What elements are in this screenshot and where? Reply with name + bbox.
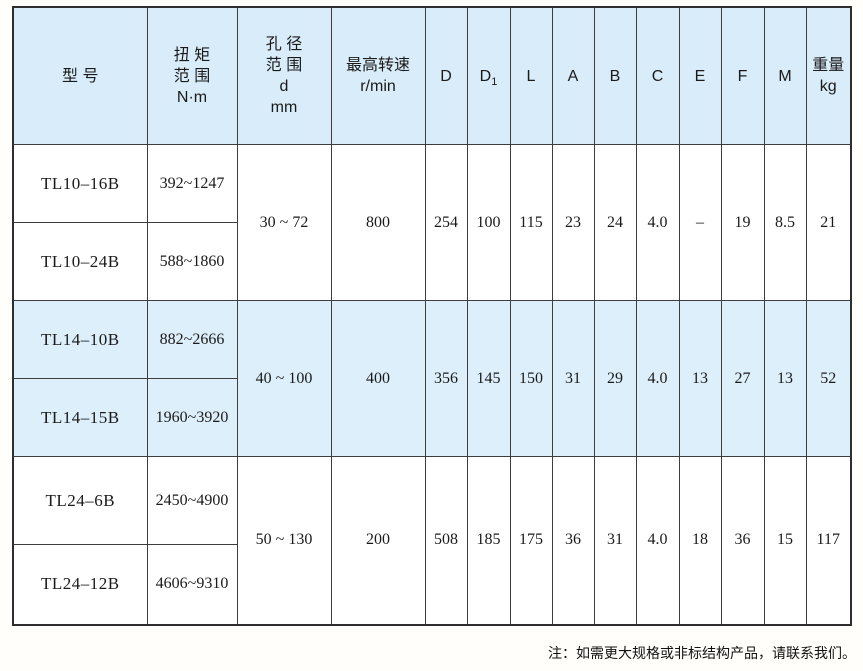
torque-cell: 588~1860: [146, 222, 238, 301]
table-row: TL24–12B 4606~9310: [12, 544, 851, 625]
header-speed: 最高转速 r/min: [330, 6, 426, 145]
dim-e-cell: –: [678, 144, 722, 301]
model-cell: TL14–15B: [12, 378, 148, 457]
dim-a-cell: 23: [551, 144, 595, 301]
dim-l-cell: 175: [509, 456, 553, 625]
model-cell: TL24–12B: [12, 544, 148, 625]
dim-l-cell: 150: [509, 300, 553, 457]
dim-d-cell: 356: [424, 300, 468, 457]
header-dim-c: C: [635, 6, 680, 145]
header-model: 型 号: [12, 6, 148, 145]
header-dim-e: E: [678, 6, 722, 145]
header-weight-line1: 重量: [812, 57, 845, 74]
header-dim-m: M: [763, 6, 807, 145]
header-dim-b: B: [593, 6, 637, 145]
torque-cell: 2450~4900: [146, 456, 238, 545]
dim-f-cell: 36: [720, 456, 765, 625]
header-speed-unit: r/min: [360, 78, 396, 95]
table-row: TL14–10B 882~2666 40 ~ 100 400 356 145 1…: [12, 300, 852, 457]
dim-c-cell: 4.0: [635, 456, 680, 625]
bore-range-cell: 30 ~ 72: [236, 144, 332, 301]
weight-cell: 117: [805, 456, 852, 625]
bore-range-cell: 40 ~ 100: [236, 300, 332, 457]
dim-c-cell: 4.0: [635, 144, 680, 301]
dim-m-cell: 8.5: [763, 144, 807, 301]
header-bore: 孔 径 范 围 d mm: [236, 6, 332, 145]
header-dim-d: D: [424, 6, 468, 145]
torque-cell: 392~1247: [146, 144, 238, 223]
dim-a-cell: 31: [551, 300, 595, 457]
bore-range-cell: 50 ~ 130: [236, 456, 332, 625]
dim-m-cell: 15: [763, 456, 807, 625]
model-cell: TL14–10B: [12, 300, 148, 379]
dim-b-cell: 31: [593, 456, 637, 625]
header-dim-d1-subscript: 1: [491, 75, 498, 88]
dim-b-cell: 24: [593, 144, 637, 301]
dim-b-cell: 29: [593, 300, 637, 457]
dim-d-cell: 508: [424, 456, 468, 625]
max-speed-cell: 400: [330, 300, 426, 457]
dim-c-cell: 4.0: [635, 300, 680, 457]
header-weight-unit: kg: [819, 78, 837, 95]
dim-d1-cell: 100: [466, 144, 511, 301]
table-row: TL10–24B 588~1860: [12, 222, 851, 301]
model-cell: TL10–24B: [12, 222, 148, 301]
table-row: TL14–15B 1960~3920: [12, 378, 851, 457]
footnote: 注：如需更大规格或非标结构产品，请联系我们。: [548, 647, 856, 662]
dim-d1-cell: 185: [466, 456, 511, 625]
header-speed-line1: 最高转速: [345, 57, 410, 74]
header-torque-line2: 范 围: [173, 67, 211, 85]
max-speed-cell: 800: [330, 144, 426, 301]
header-bore-unit: mm: [270, 99, 298, 116]
torque-cell: 4606~9310: [146, 544, 238, 625]
torque-cell: 882~2666: [146, 300, 238, 379]
dim-f-cell: 19: [720, 144, 765, 301]
dim-f-cell: 27: [720, 300, 765, 457]
header-torque-line1: 扭 矩: [173, 46, 211, 64]
spec-table: 型 号 扭 矩 范 围 N·m 孔 径 范 围 d mm 最高转速 r/min …: [12, 6, 852, 626]
header-bore-symbol: d: [279, 78, 289, 95]
max-speed-cell: 200: [330, 456, 426, 625]
weight-cell: 52: [805, 300, 852, 457]
header-dim-d1: D1: [466, 6, 511, 145]
header-dim-l: L: [509, 6, 553, 145]
model-cell: TL10–16B: [12, 144, 148, 223]
dim-d-cell: 254: [424, 144, 468, 301]
header-torque-unit: N·m: [176, 88, 208, 106]
header-bore-line2: 范 围: [265, 57, 303, 74]
dim-l-cell: 115: [509, 144, 553, 301]
dim-m-cell: 13: [763, 300, 807, 457]
dim-d1-cell: 145: [466, 300, 511, 457]
header-dim-d1-base: D: [479, 67, 492, 85]
table-header: 型 号 扭 矩 范 围 N·m 孔 径 范 围 d mm 最高转速 r/min …: [12, 6, 852, 145]
header-torque: 扭 矩 范 围 N·m: [146, 6, 238, 145]
header-dim-f: F: [720, 6, 765, 145]
dim-a-cell: 36: [551, 456, 595, 625]
dim-e-cell: 18: [678, 456, 722, 625]
weight-cell: 21: [805, 144, 852, 301]
torque-cell: 1960~3920: [146, 378, 238, 457]
header-dim-a: A: [551, 6, 595, 145]
header-bore-line1: 孔 径: [265, 36, 303, 53]
table-row: TL10–16B 392~1247 30 ~ 72 800 254 100 11…: [12, 144, 852, 301]
model-cell: TL24–6B: [12, 456, 148, 545]
table-row: TL24–6B 2450~4900 50 ~ 130 200 508 185 1…: [12, 456, 852, 625]
dim-e-cell: 13: [678, 300, 722, 457]
header-weight: 重量 kg: [805, 6, 852, 145]
